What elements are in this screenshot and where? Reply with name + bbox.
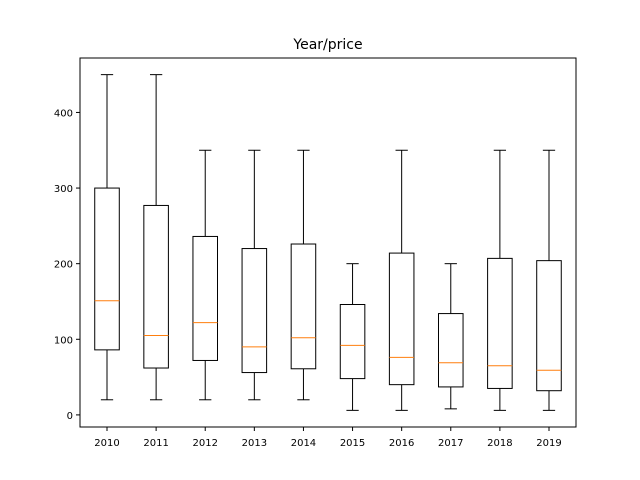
x-tick-label: 2017	[438, 438, 463, 449]
chart-marks: 0 100 200 300 400 2010 2011 2012 2013 2014 2015 201…	[54, 74, 562, 449]
y-tick-label: 200	[54, 260, 73, 271]
y-tick-label: 300	[54, 184, 73, 195]
box	[192, 235, 219, 361]
box	[94, 187, 120, 351]
plot-area-frame	[79, 57, 577, 428]
box	[536, 260, 562, 392]
x-tick-label: 2018	[487, 438, 512, 449]
x-tick-label: 2014	[291, 438, 316, 449]
chart-title: Year/price	[292, 37, 362, 53]
x-tick-label: 2013	[242, 438, 267, 449]
x-tick-label: 2011	[143, 438, 168, 449]
x-tick-label: 2019	[536, 438, 561, 449]
x-tick-label: 2016	[389, 438, 414, 449]
y-tick-label: 400	[54, 108, 73, 119]
x-tick-label: 2015	[340, 438, 365, 449]
y-tick-label: 0	[67, 411, 73, 422]
x-tick-label: 2010	[94, 438, 119, 449]
box	[388, 252, 415, 386]
box	[290, 243, 317, 370]
box	[437, 313, 464, 388]
box	[339, 304, 366, 380]
x-tick-label: 2012	[193, 438, 218, 449]
y-tick-label: 100	[54, 335, 73, 346]
box	[487, 257, 513, 389]
box	[143, 204, 169, 369]
box	[241, 248, 268, 374]
